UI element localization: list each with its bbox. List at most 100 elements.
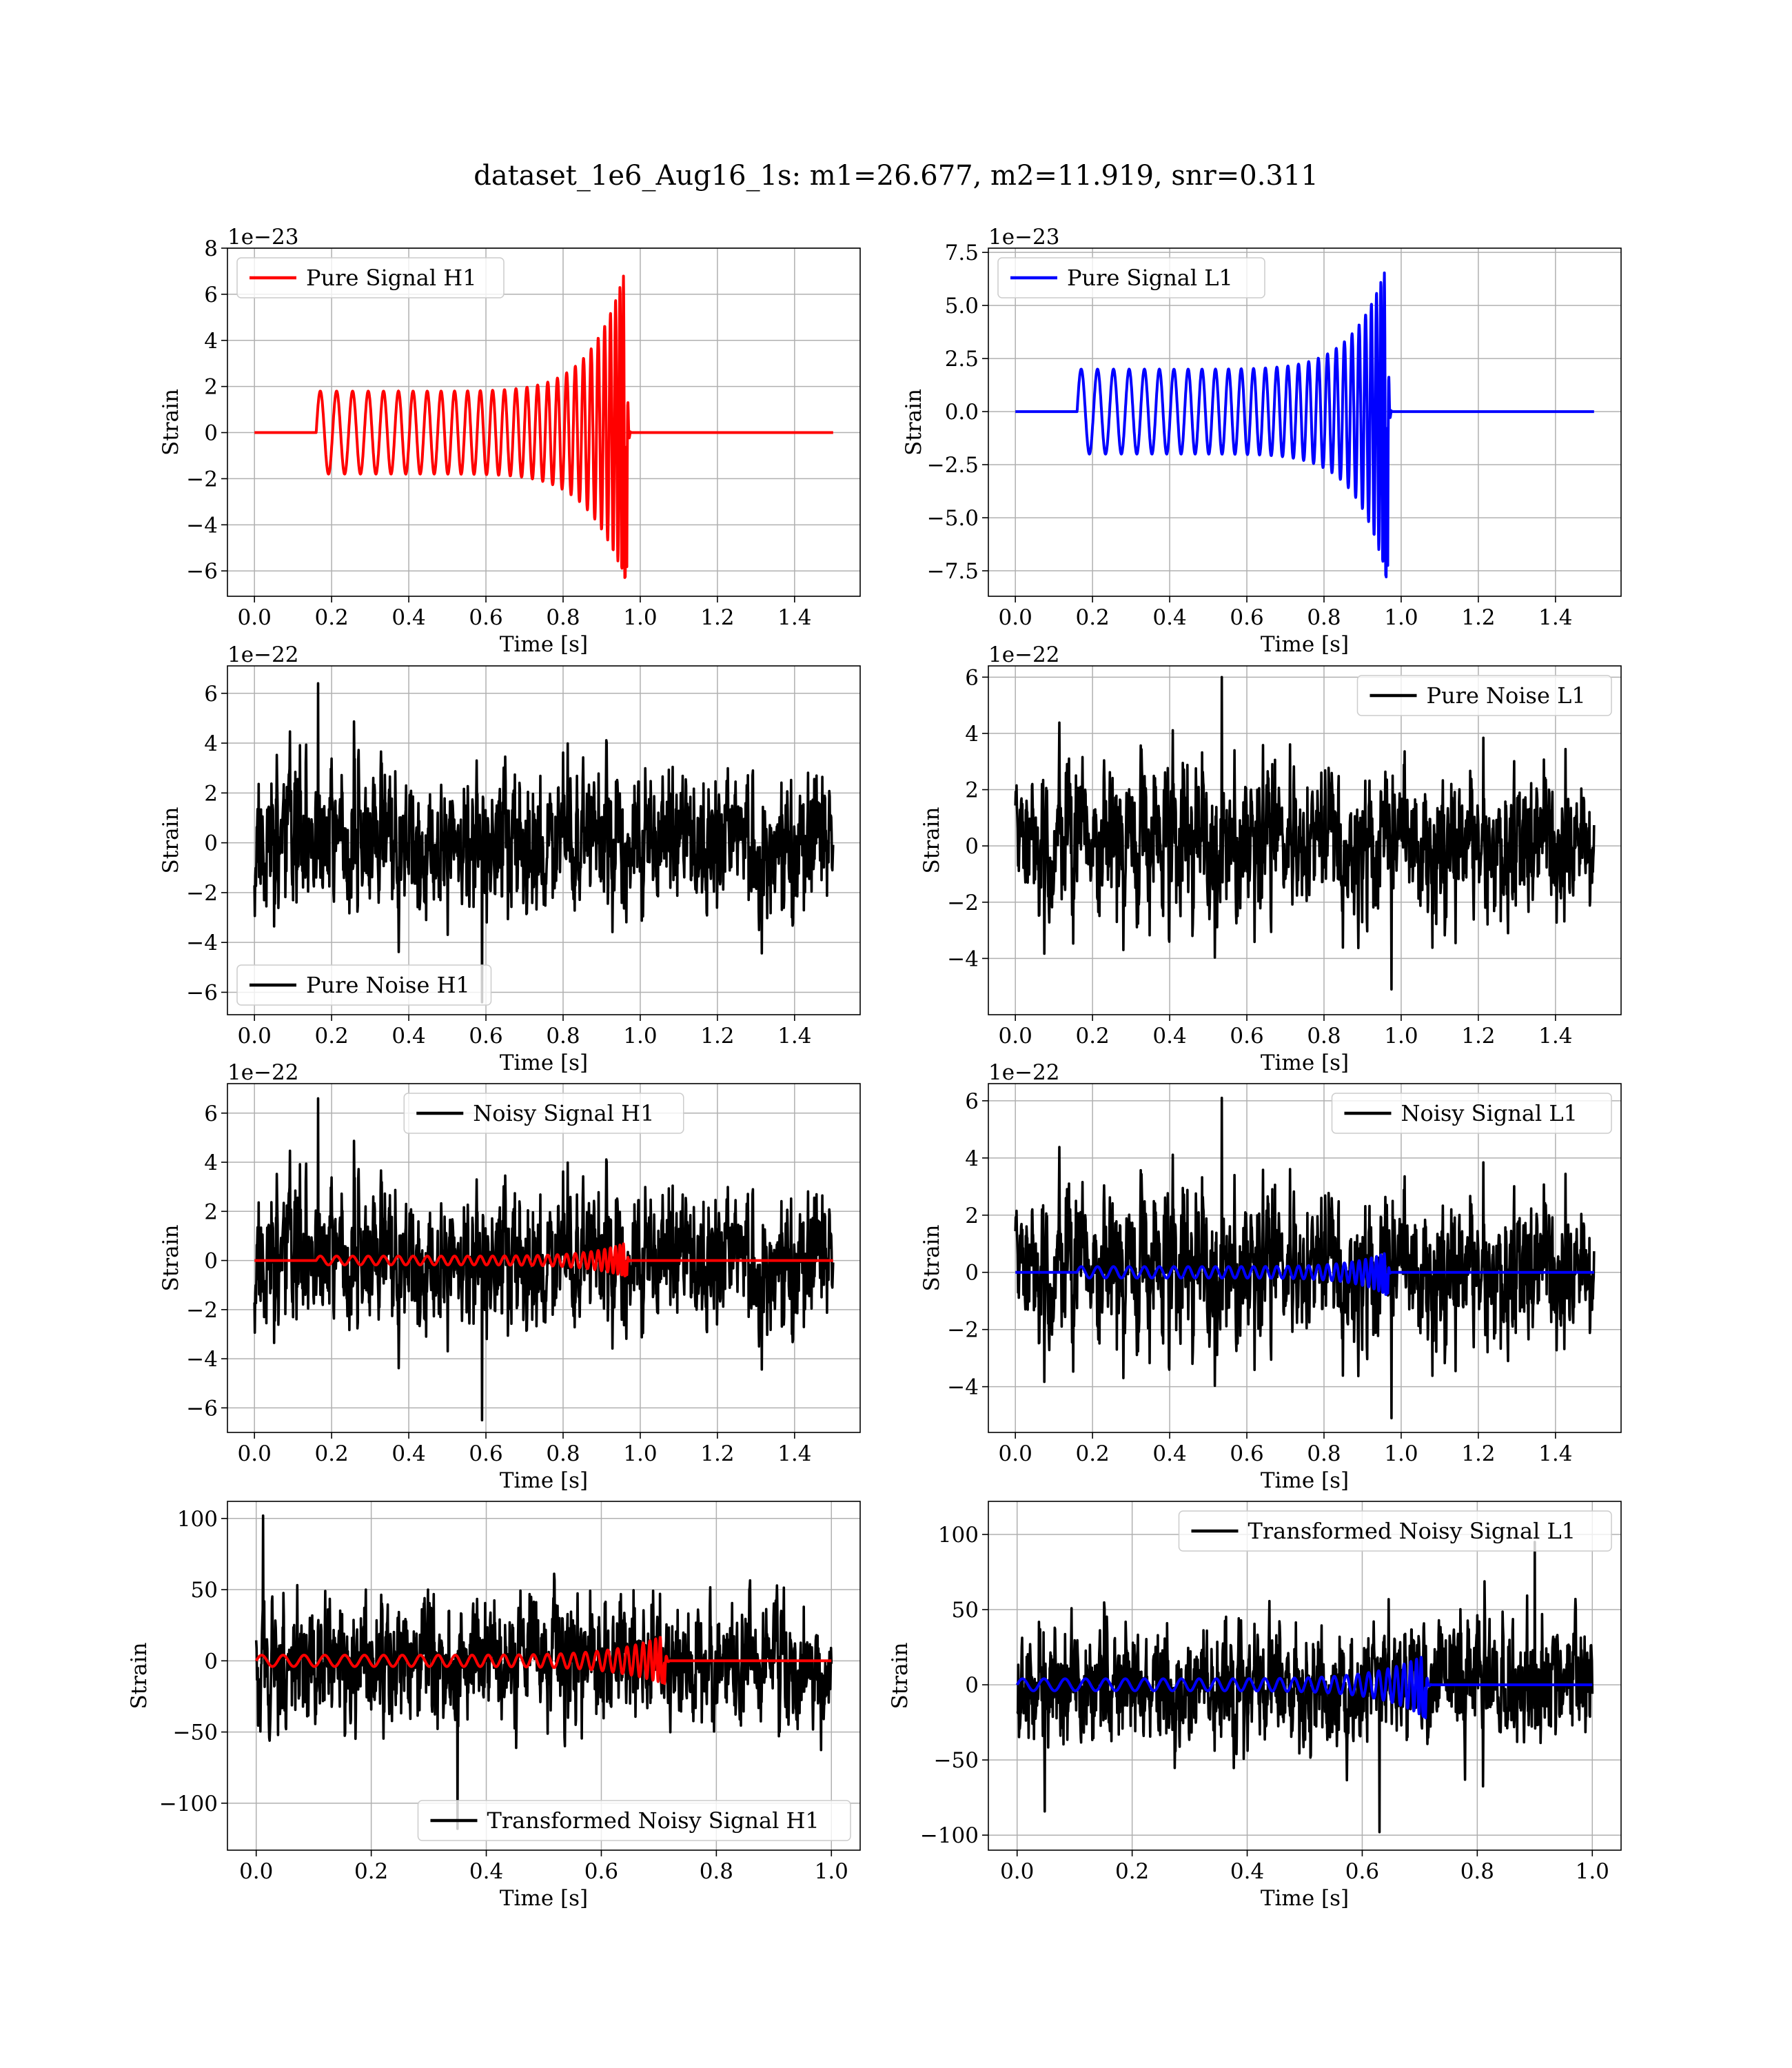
x-tick-label: 0.8 [546, 605, 580, 630]
y-tick-label: 4 [204, 1150, 218, 1175]
legend-frame [417, 1800, 851, 1841]
x-tick-label: 0.0 [238, 1024, 272, 1048]
x-tick-label: 0.2 [1075, 605, 1109, 630]
x-tick-label: 0.4 [1152, 1024, 1186, 1048]
panel-noisy-signal-l1: 0.0 0.2 0.4 0.6 0.8 1.0 1.2 1.4 −4 −2 0 2 4 6 Time [s]… [919, 1060, 1622, 1493]
plot-area [1015, 1541, 1594, 1834]
plot-area [1014, 1096, 1596, 1420]
legend-frame [403, 1093, 684, 1134]
legend-frame [997, 257, 1265, 298]
x-tick-label: 0.8 [1307, 1441, 1341, 1466]
x-tick-label: 0.0 [999, 605, 1032, 630]
y-tick-label: 2 [965, 778, 979, 803]
y-tick-label: 0 [965, 1261, 979, 1286]
x-tick-label: 0.4 [1230, 1859, 1264, 1884]
y-axis-label: Strain [159, 807, 183, 874]
x-axis-label: Time [s] [500, 1051, 588, 1075]
series-line-transformed-noisy-signal-l1 [1016, 1541, 1594, 1834]
y-tick-label: 100 [938, 1523, 979, 1548]
x-tick-label: 0.0 [238, 605, 272, 630]
legend: Pure Noise H1 [236, 964, 492, 1006]
figure-title: dataset_1e6_Aug16_1s: m1=26.677, m2=11.9… [474, 160, 1318, 192]
panel-noisy-signal-h1: 0.0 0.2 0.4 0.6 0.8 1.0 1.2 1.4 −6 −4 −2 0 2 4 6 Time [… [159, 1060, 861, 1493]
y-tick-label: 50 [952, 1598, 979, 1623]
y-tick-label: 2 [965, 1204, 979, 1228]
legend-label: Pure Noise H1 [306, 972, 470, 998]
x-tick-label: 0.0 [239, 1859, 273, 1884]
series-line-chirp-overlay [253, 1242, 835, 1277]
x-tick-label: 0.2 [314, 605, 348, 630]
series-line-chirp-overlay [1015, 1656, 1594, 1720]
y-tick-label: 8 [204, 236, 218, 261]
y-tick-label: −4 [186, 1347, 218, 1372]
y-tick-label: 0 [204, 421, 218, 446]
x-tick-label: 0.4 [391, 605, 425, 630]
x-tick-label: 1.4 [1538, 1441, 1572, 1466]
panel-pure-noise-h1: 0.0 0.2 0.4 0.6 0.8 1.0 1.2 1.4 −6 −4 −2 0 2 4 6 Time [… [159, 642, 861, 1075]
x-tick-label: 1.0 [815, 1859, 848, 1884]
y-tick-label: −50 [173, 1721, 218, 1745]
x-tick-label: 0.2 [1075, 1441, 1109, 1466]
y-tick-label: −6 [186, 559, 218, 584]
x-tick-label: 0.6 [469, 1024, 502, 1048]
legend-frame [1178, 1510, 1612, 1552]
y-tick-label: −2 [186, 1298, 218, 1323]
y-tick-label: −2 [186, 467, 218, 491]
y-tick-label: −5.0 [927, 506, 979, 531]
y-tick-label: 4 [965, 722, 979, 747]
legend-frame [236, 964, 492, 1006]
y-tick-label: 6 [965, 665, 979, 690]
plot-area [253, 274, 835, 579]
y-tick-label: 2 [204, 781, 218, 806]
y-tick-label: 2.5 [945, 347, 979, 372]
y-tick-label: −2 [947, 1318, 979, 1343]
x-axis-label: Time [s] [1261, 1886, 1349, 1911]
x-tick-label: 0.6 [469, 605, 502, 630]
x-tick-label: 1.0 [1384, 605, 1418, 630]
x-tick-label: 1.0 [1576, 1859, 1609, 1884]
y-tick-label: 0 [965, 1673, 979, 1698]
y-tick-label: 2 [204, 375, 218, 400]
panel-pure-signal-l1: 0.0 0.2 0.4 0.6 0.8 1.0 1.2 1.4 −7.5 −5.0 −2.5 0.0 2… [902, 225, 1622, 657]
y-tick-label: −4 [186, 513, 218, 538]
axes-frame [227, 247, 861, 597]
plot-area [253, 682, 835, 1004]
y-axis-label: Strain [159, 1225, 183, 1292]
series-line-noisy-signal-h1 [253, 1097, 835, 1421]
legend-label: Pure Signal L1 [1067, 265, 1233, 291]
x-axis-label: Time [s] [1261, 632, 1349, 657]
y-tick-label: −6 [186, 980, 218, 1005]
series-line-pure-noise-h1 [253, 682, 835, 1004]
y-axis-label: Strain [902, 389, 926, 456]
x-tick-label: 0.2 [1115, 1859, 1149, 1884]
axes-frame [988, 1083, 1622, 1433]
y-axis-label: Strain [919, 807, 944, 874]
legend: Transformed Noisy Signal L1 [1178, 1510, 1612, 1552]
x-tick-label: 0.4 [391, 1024, 425, 1048]
axes-frame [988, 1501, 1622, 1851]
x-tick-label: 0.0 [1000, 1859, 1034, 1884]
y-tick-label: 0 [965, 834, 979, 859]
y-tick-label: −7.5 [927, 559, 979, 584]
x-tick-label: 0.0 [999, 1024, 1032, 1048]
series-line-chirp-overlay [1014, 1252, 1596, 1296]
axis-offset-text: 1e−23 [988, 225, 1060, 250]
x-tick-label: 0.4 [1152, 605, 1186, 630]
x-tick-label: 1.0 [1384, 1024, 1418, 1048]
legend: Noisy Signal L1 [1331, 1093, 1612, 1134]
y-tick-label: 0.0 [945, 400, 979, 425]
x-axis-label: Time [s] [500, 1886, 588, 1911]
legend: Noisy Signal H1 [403, 1093, 684, 1134]
legend: Transformed Noisy Signal H1 [417, 1800, 851, 1841]
y-axis-label: Strain [127, 1643, 152, 1710]
y-tick-label: −2 [186, 881, 218, 906]
legend-frame [236, 257, 505, 298]
x-tick-label: 0.2 [354, 1859, 388, 1884]
x-tick-label: 0.8 [1307, 1024, 1341, 1048]
x-tick-label: 0.2 [314, 1024, 348, 1048]
x-tick-label: 1.0 [623, 605, 657, 630]
legend-label: Pure Noise L1 [1427, 682, 1586, 709]
legend: Pure Noise L1 [1356, 675, 1612, 716]
x-tick-label: 0.6 [469, 1441, 502, 1466]
y-tick-label: −2 [947, 891, 979, 915]
